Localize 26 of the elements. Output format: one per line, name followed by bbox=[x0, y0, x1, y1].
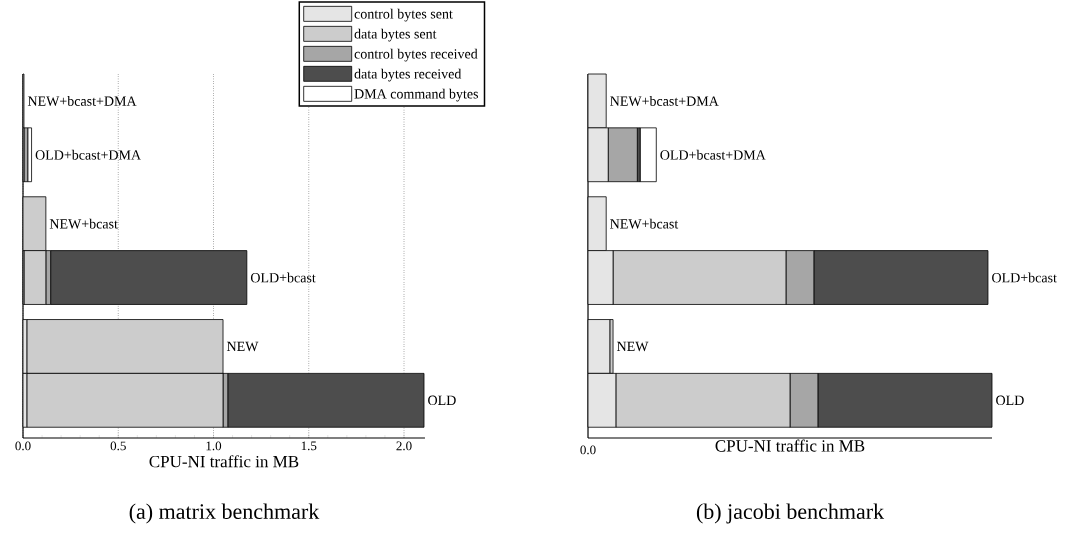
y-tick-label: OLD+bcast bbox=[992, 272, 1057, 283]
y-tick-label: NEW+bcast+DMA bbox=[610, 95, 719, 106]
y-tick-label: OLD+bcast+DMA bbox=[35, 149, 141, 160]
y-tick-label: NEW+bcast bbox=[49, 218, 118, 229]
y-tick-label: OLD+bcast bbox=[250, 272, 316, 283]
x-tick-label: 0.5 bbox=[110, 441, 126, 451]
text: (b) jacobi benchmark bbox=[696, 503, 885, 524]
x-axis-title: CPU-NI traffic in MB bbox=[715, 439, 865, 452]
x-tick-label: 2.0 bbox=[396, 441, 412, 451]
y-tick-label: OLD bbox=[428, 395, 456, 406]
y-tick-label: OLD bbox=[996, 395, 1024, 406]
y-tick-label: OLD+bcast+DMA bbox=[660, 149, 766, 160]
legend-label: control bytes received bbox=[354, 48, 478, 62]
legend-label: control bytes sent bbox=[354, 8, 453, 22]
legend-label: data bytes sent bbox=[354, 28, 437, 42]
y-tick-label: NEW+bcast bbox=[610, 218, 679, 229]
y-tick-label: NEW+bcast+DMA bbox=[27, 95, 137, 106]
x-tick-label: 1.0 bbox=[206, 441, 222, 451]
y-tick-label: NEW bbox=[226, 341, 259, 352]
x-axis-title: CPU-NI traffic in MB bbox=[149, 455, 299, 468]
legend-label: data bytes received bbox=[354, 68, 462, 82]
y-tick-label: NEW bbox=[616, 341, 649, 352]
x-tick-label: 0.0 bbox=[15, 441, 31, 451]
x-tick-label: 1.5 bbox=[301, 441, 317, 451]
legend-label: DMA command bytes bbox=[354, 88, 478, 102]
text: (a) matrix benchmark bbox=[129, 503, 320, 524]
